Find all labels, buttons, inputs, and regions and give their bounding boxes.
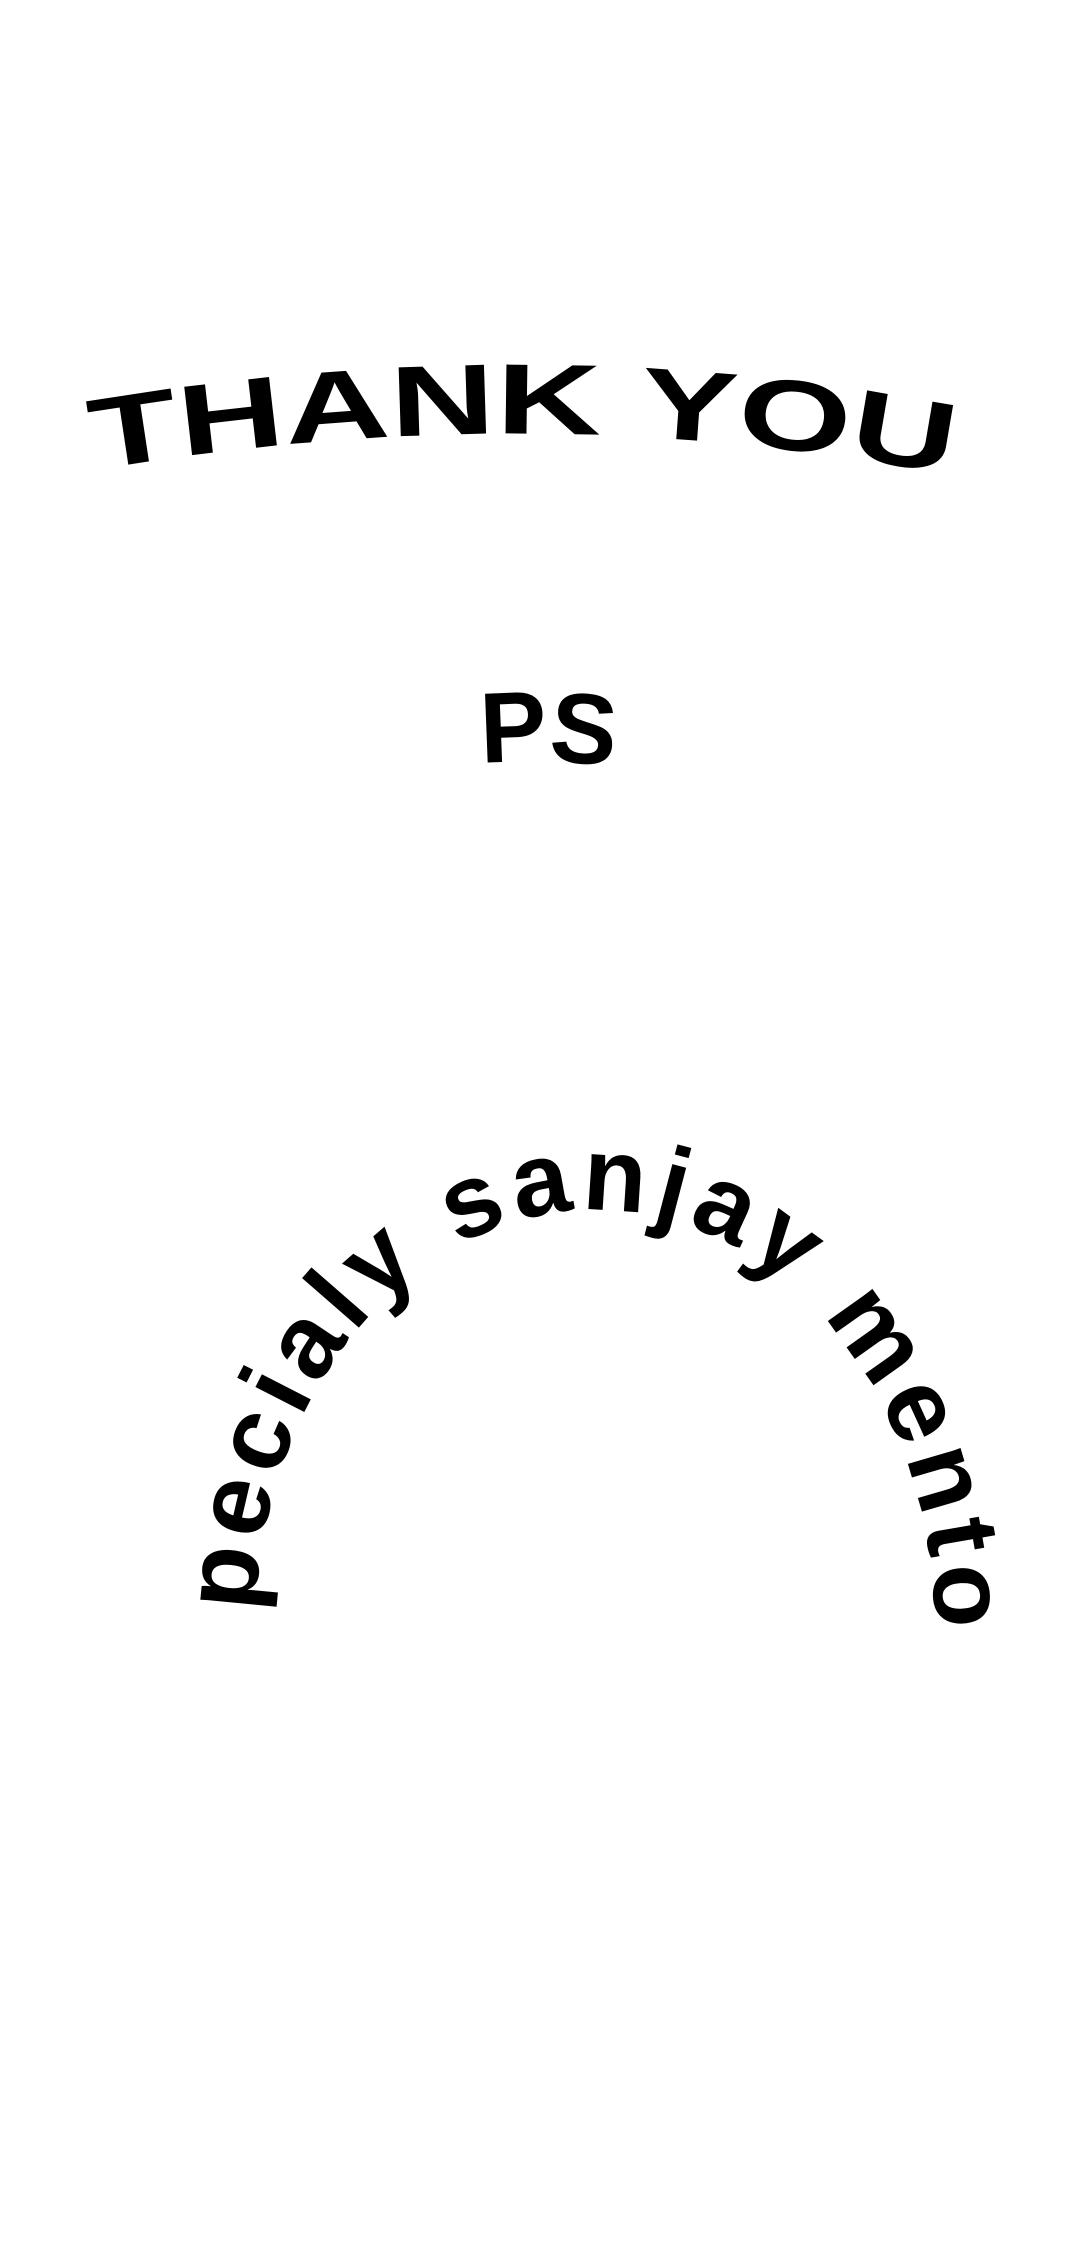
thank-you-heading: THANK YOU (81, 343, 965, 496)
curved-message-text: specialy sanjay mentor (0, 0, 1029, 1631)
curved-message: specialy sanjay mentor (0, 0, 1029, 1631)
ps-text: PS (478, 670, 622, 787)
ps-heading: PS (478, 670, 622, 787)
thank-you-text: THANK YOU (81, 343, 965, 496)
